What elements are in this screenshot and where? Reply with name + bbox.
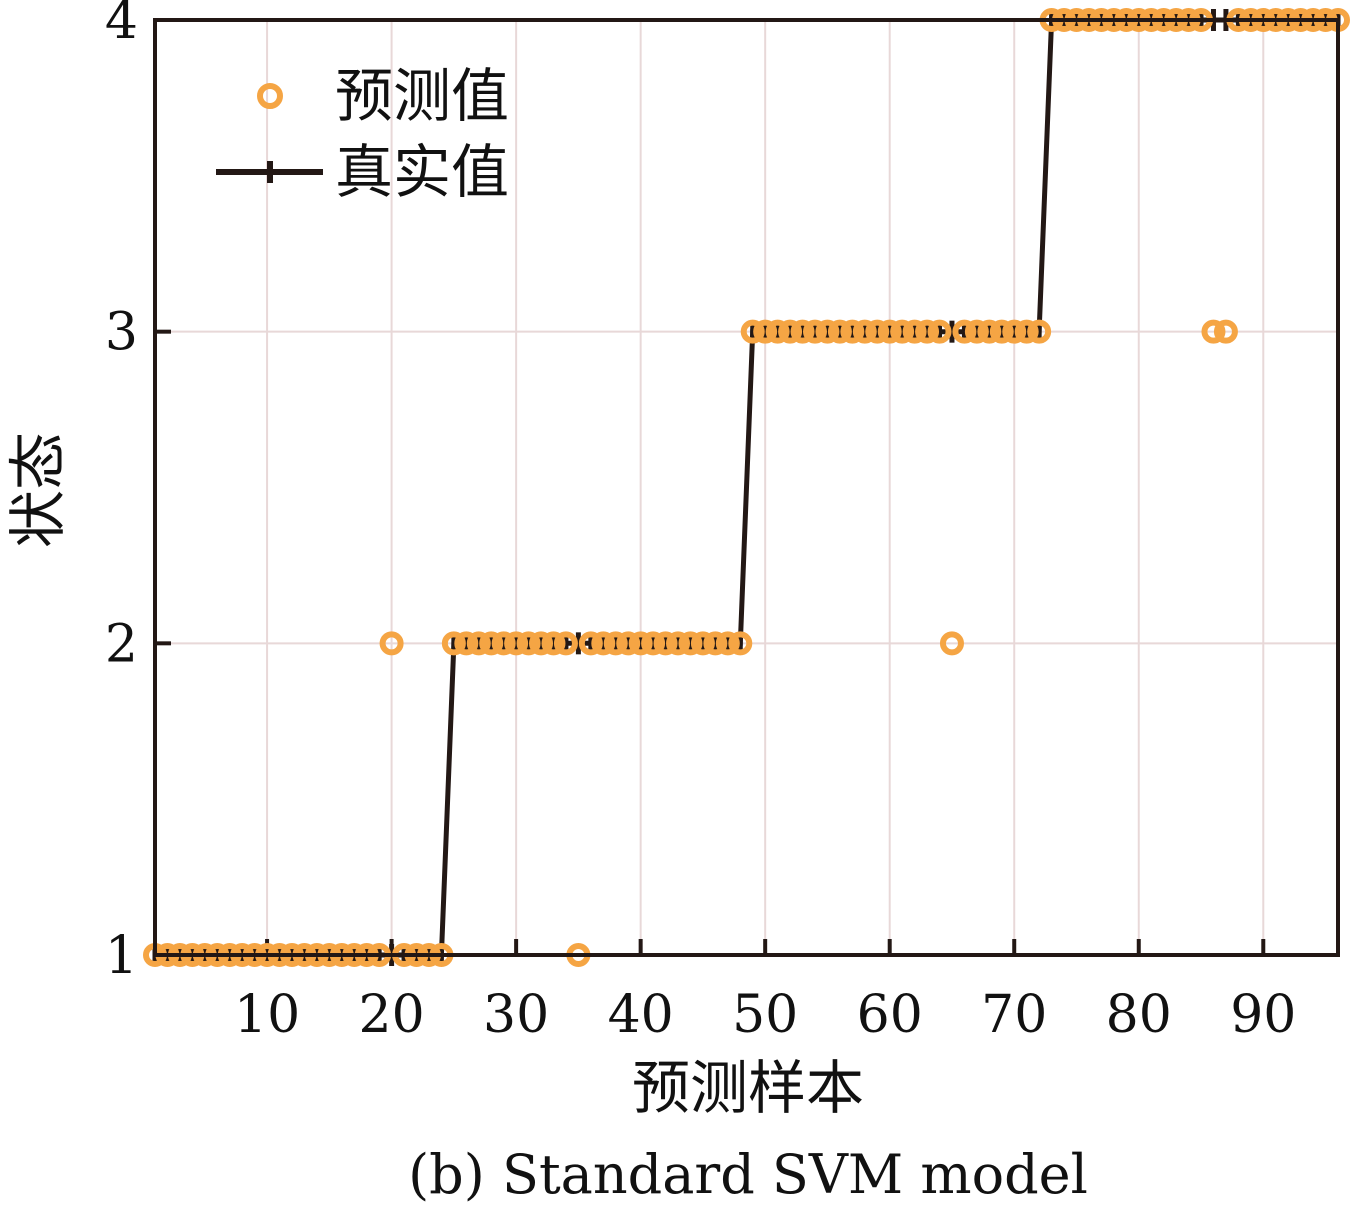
predicted-point [491, 631, 516, 656]
predicted-point [641, 631, 666, 656]
x-tick-label: 40 [608, 985, 674, 1045]
x-tick-label: 70 [981, 985, 1047, 1045]
predicted-point [616, 631, 641, 656]
x-axis-title: 预测样本 [632, 1054, 864, 1122]
predicted-point [802, 319, 827, 344]
predicted-point [1213, 319, 1238, 344]
y-tick-label: 1 [105, 926, 138, 986]
legend: 预测值 真实值 [216, 62, 509, 206]
plot-frame [153, 18, 1340, 957]
predicted-point [977, 319, 1002, 344]
predicted-point [1201, 319, 1226, 344]
y-tick-label: 2 [105, 614, 138, 674]
legend-label-predicted: 预测值 [335, 62, 509, 130]
actual-series [152, 9, 1341, 966]
predicted-point [479, 631, 504, 656]
x-tick-label: 90 [1230, 985, 1296, 1045]
x-tick-label: 30 [483, 985, 549, 1045]
y-tick-label: 4 [105, 0, 138, 51]
x-tick-labels: 10 20 30 40 50 60 70 80 90 [234, 985, 1296, 1045]
predicted-point [591, 631, 616, 656]
predicted-point [989, 319, 1014, 344]
predicted-point [877, 319, 902, 344]
x-tick-label: 50 [732, 985, 798, 1045]
x-tick-label: 60 [857, 985, 923, 1045]
predicted-point [666, 631, 691, 656]
predicted-point [952, 319, 977, 344]
axis-ticks [155, 18, 1266, 957]
predicted-point [765, 319, 790, 344]
predicted-point [690, 631, 715, 656]
predicted-point [603, 631, 628, 656]
predicted-point [902, 319, 927, 344]
legend-marker-predicted [257, 83, 283, 109]
y-tick-labels: 1 2 3 4 [105, 0, 138, 986]
predicted-point [578, 631, 603, 656]
predicted-point [504, 631, 529, 656]
predicted-point [653, 631, 678, 656]
predicted-point [778, 319, 803, 344]
predicted-point [939, 631, 964, 656]
legend-label-actual: 真实值 [335, 138, 509, 206]
predicted-point [1027, 319, 1052, 344]
predicted-point [703, 631, 728, 656]
predicted-point [1002, 319, 1027, 344]
predicted-point [379, 631, 404, 656]
predicted-point [815, 319, 840, 344]
y-axis-title: 状态 [4, 432, 72, 548]
predicted-point [715, 631, 740, 656]
x-tick-label: 10 [234, 985, 300, 1045]
predicted-point [678, 631, 703, 656]
x-tick-label: 80 [1106, 985, 1172, 1045]
predicted-point [915, 319, 940, 344]
predicted-point [728, 631, 753, 656]
predicted-point [1014, 319, 1039, 344]
predicted-point [927, 319, 952, 344]
predicted-point [466, 631, 491, 656]
predicted-point [790, 319, 815, 344]
predicted-point [740, 319, 765, 344]
actual-line [155, 17, 1338, 958]
x-tick-label: 20 [359, 985, 425, 1045]
predicted-point [628, 631, 653, 656]
figure-caption: (b) Standard SVM model [408, 1143, 1088, 1206]
predicted-point [865, 319, 890, 344]
predicted-point [553, 631, 578, 656]
y-tick-label: 3 [105, 303, 138, 363]
predicted-point [827, 319, 852, 344]
predicted-point [529, 631, 554, 656]
predicted-point [454, 631, 479, 656]
predicted-point [890, 319, 915, 344]
predicted-point [840, 319, 865, 344]
grid-lines [155, 20, 1338, 955]
predicted-point [541, 631, 566, 656]
predicted-point [753, 319, 778, 344]
predicted-point [441, 631, 466, 656]
predicted-point [516, 631, 541, 656]
predicted-point [852, 319, 877, 344]
predicted-point [964, 319, 989, 344]
